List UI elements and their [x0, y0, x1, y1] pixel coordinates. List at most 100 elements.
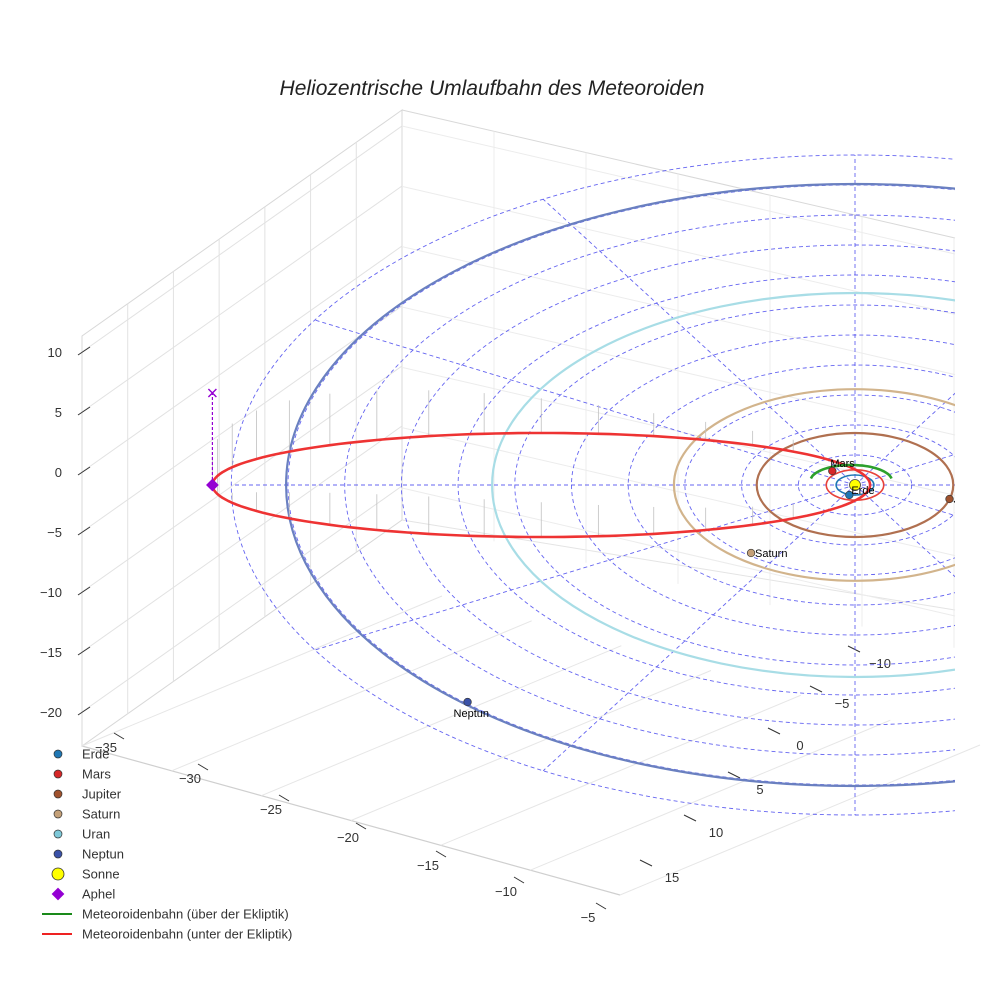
polar-grid-spoke	[314, 484, 856, 651]
x-tick-mark	[595, 902, 607, 910]
legend-swatch-jupiter	[53, 789, 63, 799]
z-tick-mark	[77, 466, 91, 476]
wall-gridline-horizontal	[81, 305, 403, 533]
floor-gridline	[530, 719, 891, 871]
wall-gridline-horizontal	[81, 485, 403, 713]
planet-label-mars: Mars	[830, 458, 855, 470]
y-tick-mark	[809, 685, 823, 693]
polar-grid-spoke	[854, 484, 955, 578]
orbit-neptun	[285, 182, 955, 788]
legend-label: Jupiter	[82, 787, 122, 802]
planet-label-jupiter: Jupi	[954, 494, 974, 506]
z-tick-mark	[77, 406, 91, 416]
orbit-erde	[835, 474, 875, 496]
wall-gridline-horizontal	[81, 125, 403, 353]
legend-label: Aphel	[82, 887, 115, 902]
planet-label-erde: Erde	[851, 485, 874, 497]
legend-swatch-erde	[53, 749, 63, 759]
legend-label: Sonne	[82, 867, 120, 882]
meteoroid-drop-lines	[211, 390, 794, 537]
planet-marker-neptun	[463, 697, 472, 707]
orbit-jupiter	[755, 431, 955, 539]
planet-marker-mars	[828, 466, 837, 476]
legend-label: Saturn	[82, 807, 120, 822]
x-tick-label: −30	[179, 771, 201, 786]
y-tick-label: 10	[709, 825, 723, 840]
wall-gridline-horizontal	[81, 425, 403, 653]
x-tick-label: −25	[260, 802, 282, 817]
polar-grid-ring	[514, 304, 955, 666]
plot-area: Erde Mars Jupi Saturn Neptun	[206, 154, 974, 816]
legend-label: Meteoroidenbahn (über der Ekliptik)	[82, 907, 289, 922]
legend-swatch-sonne	[51, 867, 65, 881]
z-tick-label: 0	[55, 465, 62, 480]
axes-box	[81, 109, 981, 896]
y-axis-ticks: −10 −5 0 5 10 15	[639, 645, 891, 885]
y-tick-label: −10	[869, 656, 891, 671]
z-tick-label: −15	[40, 645, 62, 660]
polar-grid-ring	[344, 214, 955, 756]
x-tick-mark	[513, 876, 525, 884]
x-tick-mark	[197, 763, 209, 771]
planet-label-neptun: Neptun	[454, 708, 489, 720]
legend-label: Meteoroidenbahn (unter der Ekliptik)	[82, 927, 292, 942]
y-tick-mark	[767, 727, 781, 735]
aphel-marker	[206, 478, 219, 492]
y-tick-mark	[727, 771, 741, 779]
legend-label: Erde	[82, 747, 109, 762]
z-tick-label: −20	[40, 705, 62, 720]
legend-swatch-saturn	[53, 809, 63, 819]
y-tick-mark	[683, 814, 697, 822]
y-tick-mark	[847, 645, 861, 653]
z-tick-mark	[77, 526, 91, 536]
legend-swatch-uran	[53, 829, 63, 839]
chart-title: Heliozentrische Umlaufbahn des Meteoroid…	[280, 77, 705, 100]
z-tick-mark	[77, 346, 91, 356]
y-tick-mark	[639, 859, 653, 867]
sun-marker	[849, 479, 861, 491]
legend-label: Mars	[82, 767, 111, 782]
floor-gridline	[261, 645, 622, 797]
floor-gridline	[81, 595, 443, 747]
x-tick-label: −10	[495, 884, 517, 899]
polar-grid-spoke	[854, 484, 955, 517]
legend-swatch-aphel	[51, 887, 65, 901]
x-tick-mark	[355, 822, 367, 830]
z-tick-mark	[77, 706, 91, 716]
floor-gridline	[440, 694, 801, 846]
polar-grid-spoke	[854, 392, 955, 486]
aphel-cross-marker	[207, 388, 217, 398]
x-tick-mark	[278, 794, 290, 802]
z-tick-mark	[77, 646, 91, 656]
floor-gridline	[619, 744, 981, 896]
y-tick-label: 5	[756, 782, 763, 797]
x-tick-label: −20	[337, 830, 359, 845]
x-tick-mark	[113, 732, 125, 740]
orbit-saturn	[672, 388, 955, 582]
x-tick-label: −5	[581, 910, 596, 925]
planet-orbits	[285, 182, 955, 788]
polar-grid-spoke	[542, 484, 856, 772]
wall-gridline-horizontal	[81, 245, 403, 473]
legend-label: Uran	[82, 827, 110, 842]
legend-swatch-mars	[53, 769, 63, 779]
legend-swatch-neptun	[53, 849, 63, 859]
orbit-uran	[491, 291, 955, 679]
z-tick-label: 10	[48, 345, 62, 360]
planet-label-saturn: Saturn	[755, 548, 787, 560]
planet-marker-erde	[845, 490, 854, 500]
x-tick-label: −15	[417, 858, 439, 873]
legend: Erde Mars Jupiter Saturn Uran Neptun Sonne Aphe…	[42, 747, 292, 942]
z-tick-label: −10	[40, 585, 62, 600]
planet-marker-jupiter	[945, 494, 954, 504]
y-tick-label: 0	[796, 738, 803, 753]
y-tick-label: −5	[835, 696, 850, 711]
legend-label: Neptun	[82, 847, 124, 862]
ecliptic-polar-grid	[231, 154, 955, 816]
y-tick-label: 15	[665, 870, 679, 885]
floor-gridline	[171, 620, 532, 772]
polar-grid-spoke	[314, 319, 856, 486]
back-wall-left	[81, 109, 403, 747]
polar-grid-spoke	[542, 198, 856, 486]
